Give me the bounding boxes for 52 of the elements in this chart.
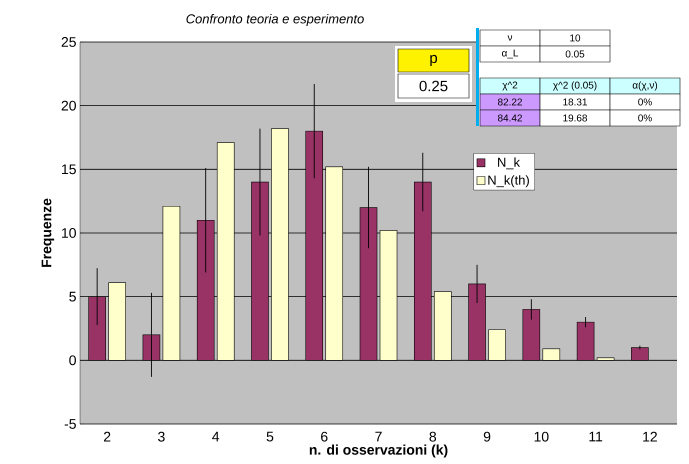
text: ν [508, 35, 512, 41]
annotation: p [430, 54, 438, 66]
x-tick-label: 4 [212, 432, 220, 442]
y-tick-label: 10 [62, 228, 76, 238]
bar [216, 142, 234, 361]
y-tick-label: -5 [64, 419, 76, 429]
legend-label: N_k [498, 157, 520, 170]
bar [542, 348, 560, 361]
bar [271, 128, 289, 361]
annotation: 0.25 [420, 80, 448, 92]
x-tick-label: 10 [534, 432, 549, 442]
legend-label: N_k(th) [488, 175, 529, 188]
bar [325, 166, 344, 361]
annotation: 0% [638, 114, 652, 122]
annotation: 18.31 [563, 98, 587, 106]
x-tick-label: 6 [321, 432, 328, 442]
x-tick-label: 2 [104, 432, 110, 442]
x-tick-label: 9 [484, 432, 490, 442]
bar [108, 282, 126, 361]
bar [305, 130, 324, 361]
y-tick-label: 15 [62, 164, 76, 174]
x-tick-label: 7 [375, 432, 382, 442]
annotation: α_L [502, 50, 518, 58]
text: 10 [570, 34, 580, 42]
annotation: 19.68 [563, 114, 588, 122]
chart-title: Confronto teoria e esperimento [186, 14, 364, 26]
x-tick-label: 12 [643, 432, 657, 442]
annotation: 84.42 [498, 114, 522, 122]
bar [162, 206, 180, 361]
x-tick-label: 8 [430, 432, 436, 442]
annotation: χ^2 [502, 81, 518, 90]
bar [434, 291, 452, 361]
y-axis-title: Frequenze [42, 198, 54, 267]
annotation: α(χ,ν) [632, 81, 658, 91]
x-axis-title: n. di osservazioni (k) [310, 444, 448, 458]
bar [576, 322, 594, 361]
bar [88, 296, 106, 361]
annotation: 0.05 [566, 50, 584, 58]
annotation: 0% [638, 98, 652, 106]
bar [631, 347, 649, 361]
bar [488, 329, 506, 361]
annotation: 82.22 [498, 98, 522, 106]
x-tick-label: 11 [589, 432, 602, 442]
x-tick-label: 5 [266, 432, 274, 442]
bar [380, 230, 398, 361]
y-tick-label: 20 [62, 100, 76, 111]
bar [596, 357, 614, 361]
x-tick-label: 3 [158, 432, 165, 442]
y-tick-label: 25 [62, 37, 76, 47]
y-tick-label: 5 [69, 292, 76, 302]
y-tick-label: 0 [69, 355, 76, 366]
annotation: χ^2 (0.05) [552, 81, 596, 91]
